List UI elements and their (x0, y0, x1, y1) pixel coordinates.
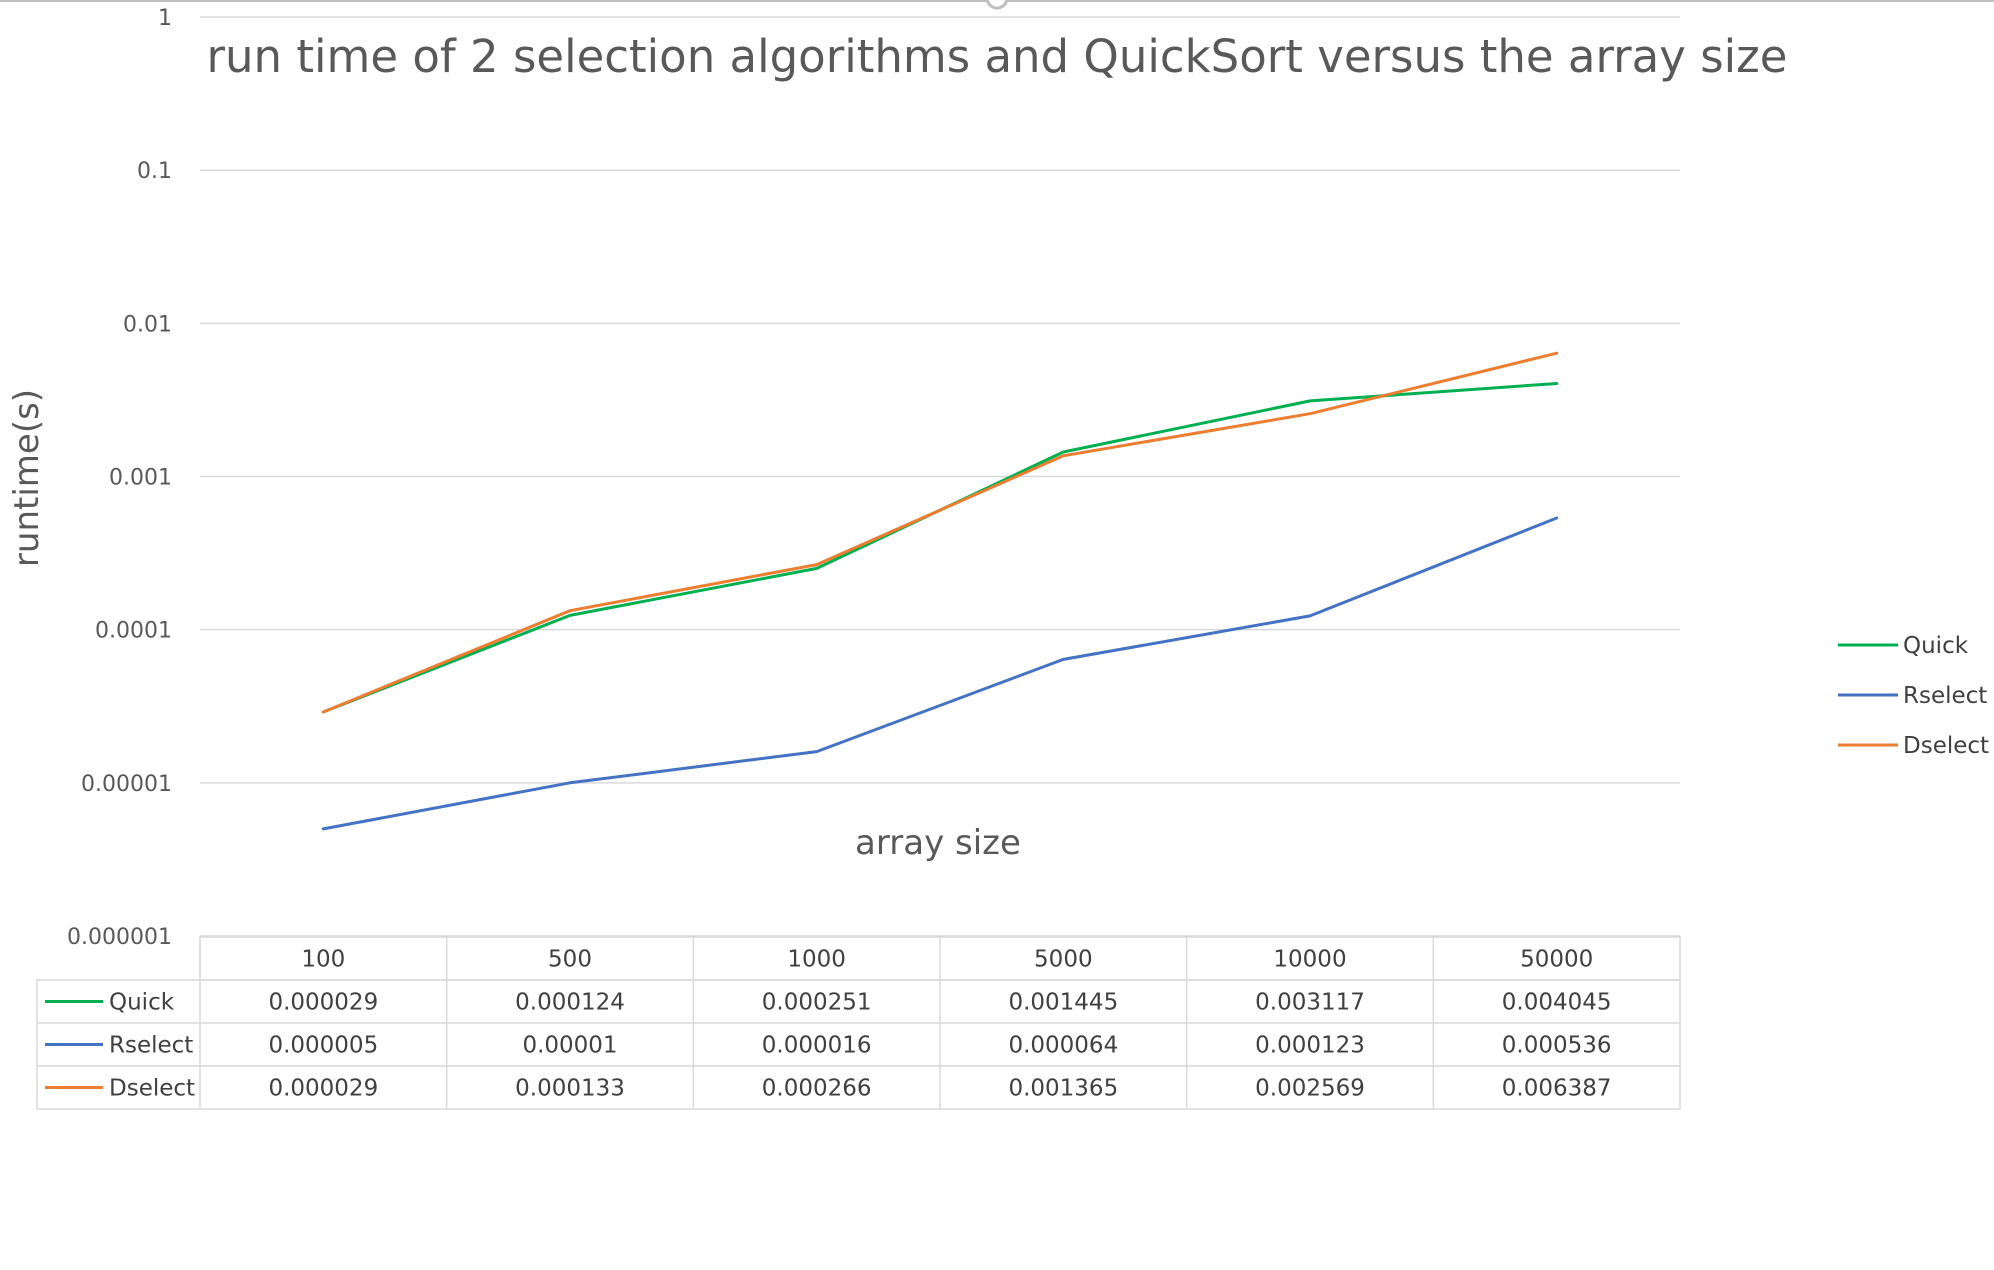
y-tick-label: 0.1 (137, 159, 172, 184)
gridlines (200, 16, 1680, 937)
x-tick-label: 1000 (787, 947, 846, 973)
data-label: 0.000005 (268, 1033, 378, 1059)
table-row-label: Dselect (109, 1076, 195, 1102)
plot-area-series (321, 351, 1559, 831)
data-label: 0.000124 (515, 990, 625, 1016)
data-label: 0.003117 (1255, 990, 1365, 1016)
data-label: 0.002569 (1255, 1076, 1365, 1102)
y-tick-label: 0.000001 (67, 925, 172, 950)
y-tick-label: 0.01 (123, 312, 172, 337)
y-tick-label: 0.00001 (81, 772, 172, 797)
data-label: 0.000133 (515, 1076, 625, 1102)
table-row-label: Rselect (109, 1033, 193, 1059)
data-label: 0.006387 (1502, 1076, 1612, 1102)
y-axis-tick-labels: 1 0.1 0.01 0.001 0.0001 0.00001 0.000001 (67, 6, 172, 950)
data-table: 100 500 1000 5000 10000 50000 Quick 0.000029 0.0… (36, 936, 1681, 1110)
y-tick-label: 1 (158, 6, 172, 31)
data-label: 0.000266 (762, 1076, 872, 1102)
table-row-label: Quick (109, 990, 175, 1016)
data-label: 0.000016 (762, 1033, 872, 1059)
x-axis-title: array size (855, 823, 1021, 863)
data-label: 0.000029 (268, 1076, 378, 1102)
data-label: 0.001365 (1008, 1076, 1118, 1102)
y-tick-label: 0.001 (109, 466, 172, 491)
y-axis-title: runtime(s) (7, 389, 47, 567)
legend-label-dselect: Dselect (1903, 733, 1989, 759)
data-label: 0.004045 (1502, 990, 1612, 1016)
data-label: 0.001445 (1008, 990, 1118, 1016)
legend-label-rselect: Rselect (1903, 683, 1987, 709)
data-label: 0.000251 (762, 990, 872, 1016)
data-label: 0.000123 (1255, 1033, 1365, 1059)
data-label: 0.000064 (1008, 1033, 1118, 1059)
legend: Quick Rselect Dselect (1838, 633, 1989, 759)
x-tick-label: 100 (301, 947, 345, 973)
data-label: 0.000536 (1502, 1033, 1612, 1059)
x-tick-label: 500 (548, 947, 592, 973)
x-tick-label: 5000 (1034, 947, 1093, 973)
series-line-quick (321, 382, 1559, 714)
legend-label-quick: Quick (1903, 633, 1969, 659)
series-line-rselect (321, 516, 1559, 831)
series-line-dselect (321, 351, 1559, 714)
table-body (36, 979, 1681, 1110)
data-label: 0.00001 (522, 1033, 617, 1059)
data-label: 0.000029 (268, 990, 378, 1016)
x-tick-label: 50000 (1520, 947, 1593, 973)
x-tick-label: 10000 (1273, 947, 1346, 973)
resize-handle-icon[interactable] (985, 0, 1009, 10)
y-tick-label: 0.0001 (95, 619, 172, 644)
chart-title: run time of 2 selection algorithms and Q… (207, 30, 1788, 83)
